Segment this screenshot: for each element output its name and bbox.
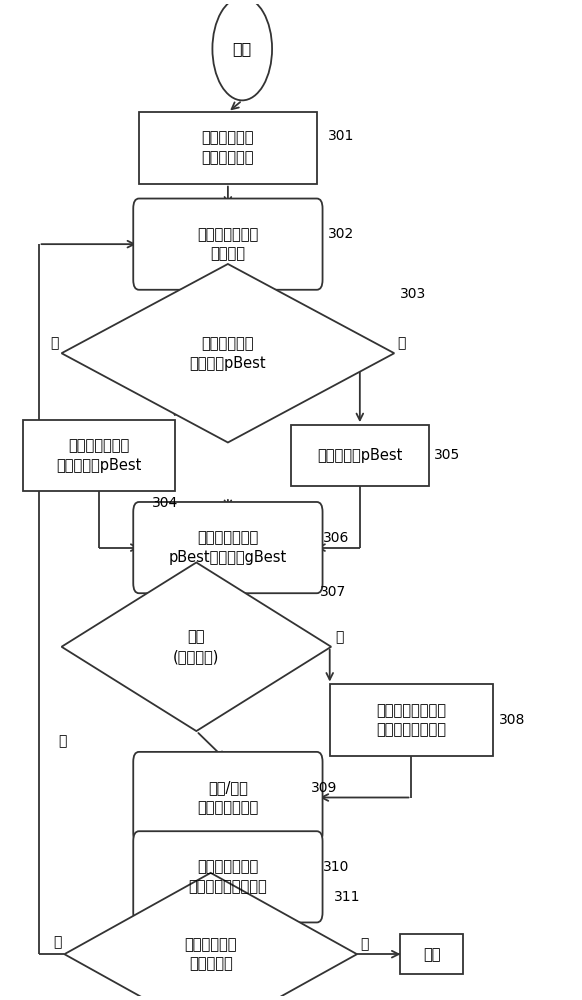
Text: 重组粒子并对位置
和速率重新初始化: 重组粒子并对位置 和速率重新初始化 <box>377 703 446 738</box>
FancyBboxPatch shape <box>23 420 175 491</box>
FancyBboxPatch shape <box>133 502 322 593</box>
FancyBboxPatch shape <box>330 684 493 756</box>
Text: 达到目标迭代
或最大迭代: 达到目标迭代 或最大迭代 <box>184 937 237 972</box>
Text: 计算每个粒子的
适应度值: 计算每个粒子的 适应度值 <box>197 227 258 262</box>
Text: 304: 304 <box>152 496 178 510</box>
Text: 309: 309 <box>311 781 338 795</box>
Text: 停滞
(过早收敛): 停滞 (过早收敛) <box>173 629 219 664</box>
Text: 303: 303 <box>400 287 426 301</box>
Text: 307: 307 <box>320 585 346 599</box>
Text: 否: 否 <box>53 935 62 949</box>
Text: 结束: 结束 <box>423 947 441 962</box>
Text: 将最优的粒子的
pBest值分配给gBest: 将最优的粒子的 pBest值分配给gBest <box>169 530 287 565</box>
Text: 是: 是 <box>360 937 368 951</box>
Text: 305: 305 <box>434 448 461 462</box>
Text: 310: 310 <box>322 860 349 874</box>
FancyBboxPatch shape <box>133 752 322 843</box>
FancyBboxPatch shape <box>133 199 322 290</box>
Polygon shape <box>62 264 394 442</box>
Text: 对粒子的位置
和速率初始化: 对粒子的位置 和速率初始化 <box>201 131 254 165</box>
Text: 将当前适应度值
分配为新的pBest: 将当前适应度值 分配为新的pBest <box>56 438 141 473</box>
Text: 保持之前的pBest: 保持之前的pBest <box>317 448 403 463</box>
Text: 计算/更新
每个粒子的速率: 计算/更新 每个粒子的速率 <box>197 780 258 815</box>
Polygon shape <box>62 562 331 731</box>
Text: 308: 308 <box>499 713 526 727</box>
Text: 开始: 开始 <box>233 41 252 56</box>
Text: 否: 否 <box>397 336 406 350</box>
FancyBboxPatch shape <box>139 112 317 184</box>
Text: 使用每个粒子的
速率值更新其位置值: 使用每个粒子的 速率值更新其位置值 <box>189 859 267 894</box>
Polygon shape <box>65 873 357 1000</box>
FancyBboxPatch shape <box>291 425 429 486</box>
FancyBboxPatch shape <box>133 831 322 922</box>
Text: 311: 311 <box>334 890 360 904</box>
Text: 306: 306 <box>322 531 349 545</box>
Circle shape <box>212 0 272 100</box>
Text: 否: 否 <box>59 734 67 748</box>
Text: 是: 是 <box>50 336 59 350</box>
Text: 当前适应度值
是否优于pBest: 当前适应度值 是否优于pBest <box>190 336 266 371</box>
Text: 302: 302 <box>328 227 354 241</box>
FancyBboxPatch shape <box>400 934 463 974</box>
Text: 是: 是 <box>336 630 344 644</box>
Text: 301: 301 <box>328 129 354 143</box>
